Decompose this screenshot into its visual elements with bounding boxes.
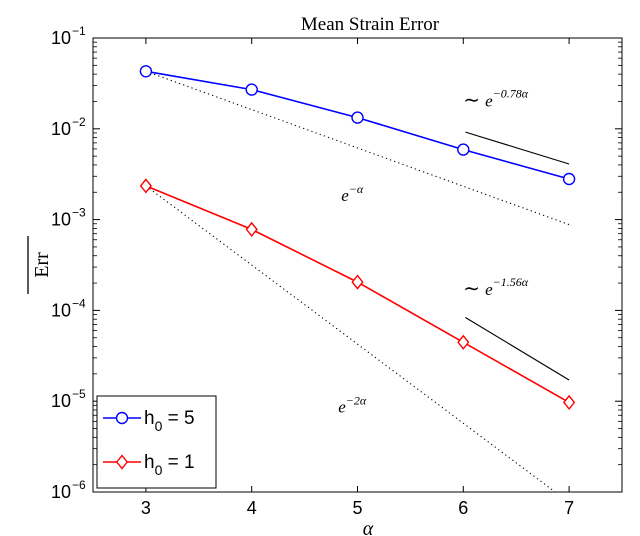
y-tick-label: 10 [51, 28, 71, 48]
y-tick-label: 10 [51, 119, 71, 139]
slope-line-label-2: ∼ e−1.56α [463, 275, 528, 300]
x-tick-label: 6 [458, 498, 468, 518]
series-1-point-5 [562, 172, 576, 186]
x-tick-label: 7 [564, 498, 574, 518]
y-tick-label: 10 [51, 391, 71, 411]
series-2-point-3 [351, 274, 364, 290]
x-tick-label: 5 [352, 498, 362, 518]
x-axis-label: α [363, 518, 374, 536]
annotations: e−α e−2α ∼ e−0.78α ∼ e−1.56α [338, 87, 570, 417]
legend-entry-2: h0 = 1 [103, 452, 195, 478]
y-tick-label: 10 [51, 210, 71, 230]
y-tick-label: 10 [51, 482, 71, 502]
y-axis-label: Err [31, 252, 53, 278]
series-2-point-4 [457, 334, 470, 350]
x-tick-label: 4 [247, 498, 257, 518]
legend: h0 = 5 h0 = 1 [96, 395, 217, 489]
axes: 3 4 5 6 710−610−510−410−310−210−1 [51, 24, 623, 518]
y-tick-label-exponent: −2 [72, 115, 86, 129]
series-2-point-1 [139, 178, 152, 194]
chart-title: Mean Strain Error [301, 14, 440, 35]
series-1 [139, 65, 576, 186]
series-1-point-1 [139, 65, 153, 78]
slope-line-2 [465, 317, 570, 381]
legend-entry-1: h0 = 5 [103, 408, 195, 434]
slope-line-label-1: ∼ e−0.78α [463, 87, 528, 112]
legend-box [96, 395, 217, 489]
plot-area [139, 65, 576, 492]
y-tick-label-exponent: −4 [72, 296, 86, 310]
series-1-point-3 [351, 111, 364, 124]
series-1-point-4 [457, 143, 470, 156]
legend-swatch-marker [115, 454, 129, 470]
reference-line-label-1: e−α [341, 182, 364, 205]
series-2-point-5 [563, 394, 576, 411]
y-tick-label-exponent: −1 [72, 24, 86, 38]
legend-label: h0 = 1 [144, 452, 195, 478]
series-1-point-2 [245, 83, 258, 96]
y-tick-label-exponent: −3 [72, 206, 86, 220]
y-tick-label-exponent: −5 [72, 387, 86, 401]
reference-line-1 [145, 70, 570, 226]
x-tick-label: 3 [141, 498, 151, 518]
y-tick-label-exponent: −6 [72, 478, 86, 492]
series-line-2 [145, 185, 570, 404]
series-2 [139, 178, 576, 411]
legend-swatch-marker [115, 411, 129, 425]
reference-line-label-2: e−2α [338, 394, 367, 417]
legend-label: h0 = 5 [144, 408, 195, 434]
slope-line-1 [465, 131, 570, 165]
series-2-point-2 [245, 221, 258, 238]
y-tick-label: 10 [51, 300, 71, 320]
